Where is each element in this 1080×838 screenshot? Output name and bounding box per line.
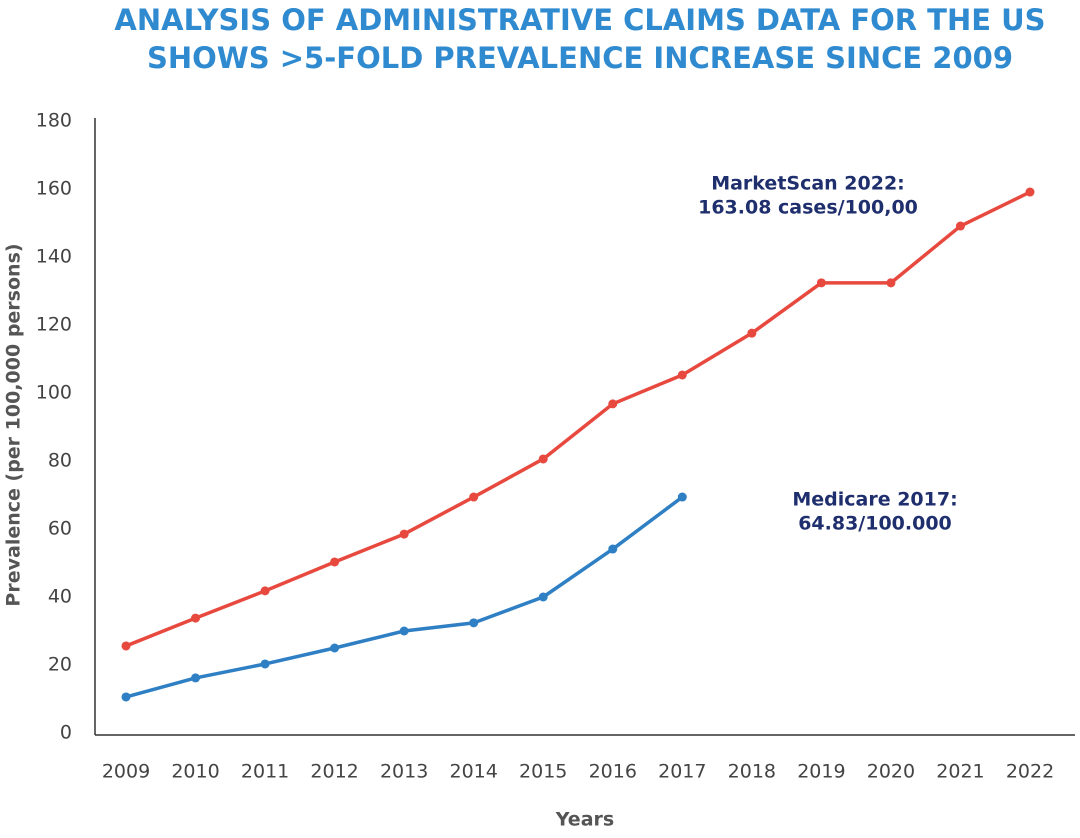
point (330, 643, 340, 653)
point (747, 328, 757, 338)
x-tick-label: 2020 (867, 761, 915, 783)
annotation: 163.08 cases/100,00 (698, 197, 918, 219)
y-tick-label: 20 (48, 654, 72, 676)
line (125, 495, 684, 699)
y-tick-label: 60 (48, 518, 72, 540)
x-tick-label: 2013 (380, 761, 428, 783)
y-tick-label: 40 (48, 586, 72, 608)
x-tick-label: 2014 (450, 761, 498, 783)
x-tick-label: 2012 (310, 761, 358, 783)
x-tick-label: 2018 (728, 761, 776, 783)
point (191, 673, 201, 683)
x-tick-label: 2011 (241, 761, 289, 783)
x-tick-label: 2015 (519, 761, 567, 783)
y-tick-label: 180 (36, 110, 72, 132)
point (608, 399, 618, 409)
point (121, 641, 131, 651)
point (260, 586, 270, 596)
chart-title: SHOWS >5-FOLD PREVALENCE INCREASE SINCE … (147, 41, 1013, 75)
annotation: 64.83/100.000 (798, 513, 952, 535)
point (538, 454, 548, 464)
x-tick-label: 2019 (797, 761, 845, 783)
y-tick-label: 100 (36, 382, 72, 404)
point (1025, 187, 1035, 197)
annotation: Medicare 2017: (792, 489, 957, 511)
x-tick-label: 2016 (589, 761, 637, 783)
y-tick-label: 160 (36, 178, 72, 200)
point (260, 659, 270, 669)
point (538, 592, 548, 602)
point (121, 692, 131, 702)
point (886, 278, 896, 288)
point (677, 370, 687, 380)
x-tick-label: 2017 (658, 761, 706, 783)
point (816, 278, 826, 288)
chart-title: ANALYSIS OF ADMINISTRATIVE CLAIMS DATA F… (114, 3, 1045, 37)
point (399, 529, 409, 539)
y-axis-label: Prevalence (per 100,000 persons) (3, 243, 25, 606)
y-tick-label: 80 (48, 450, 72, 472)
annotation: MarketScan 2022: (711, 173, 905, 195)
point (677, 492, 687, 502)
point (955, 221, 965, 231)
point (399, 626, 409, 636)
point (330, 557, 340, 567)
point (469, 492, 479, 502)
x-tick-label: 2022 (1006, 761, 1054, 783)
line (125, 190, 1031, 648)
point (469, 618, 479, 628)
x-tick-label: 2021 (936, 761, 984, 783)
point (608, 544, 618, 554)
y-tick-label: 120 (36, 314, 72, 336)
y-tick-label: 0 (60, 722, 72, 744)
x-tick-label: 2009 (102, 761, 150, 783)
x-axis-label: Years (555, 809, 614, 831)
x-tick-label: 2010 (171, 761, 219, 783)
y-tick-label: 140 (36, 246, 72, 268)
point (191, 613, 201, 623)
